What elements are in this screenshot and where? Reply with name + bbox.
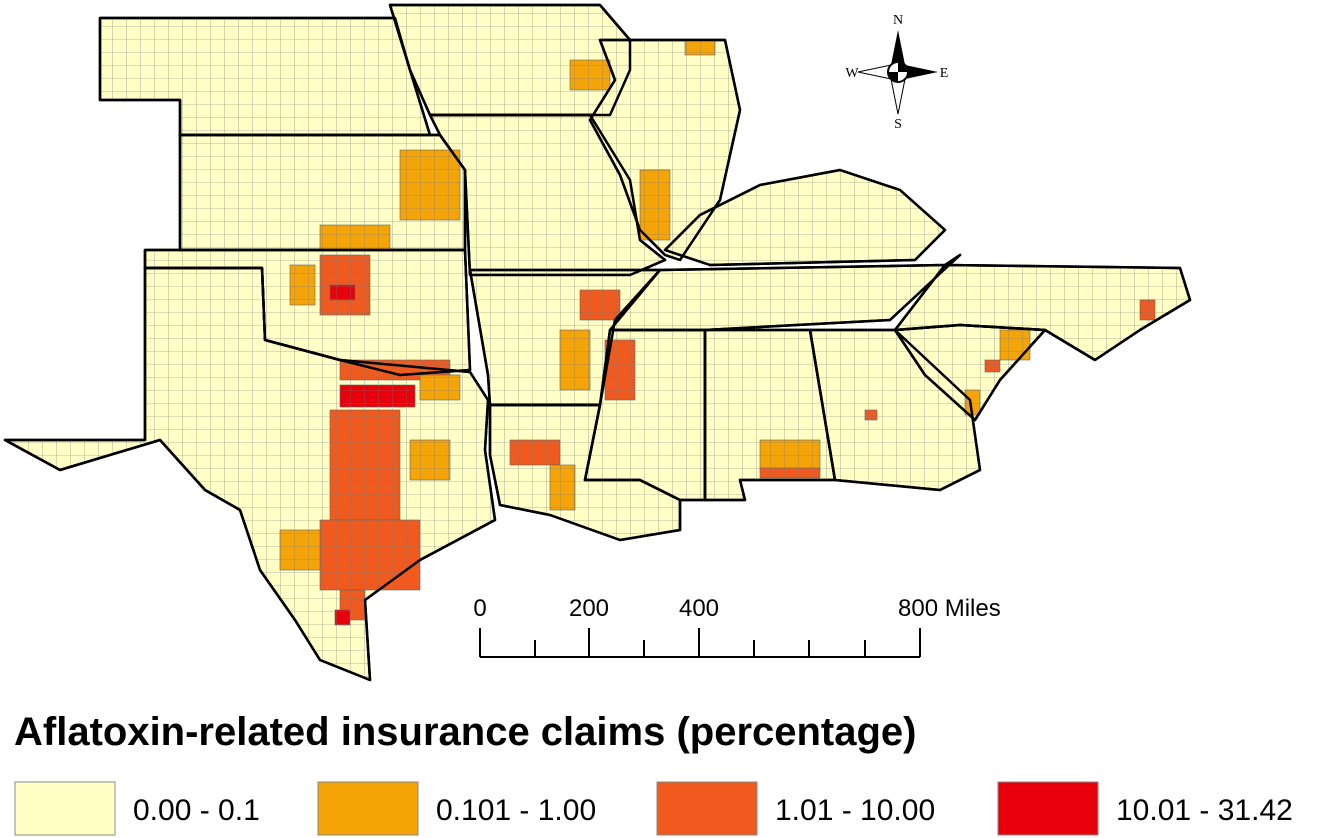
legend-swatch [656,781,758,836]
legend-title: Aflatoxin-related insurance claims (perc… [14,710,917,754]
compass-w: W [845,66,859,81]
compass-n: N [893,13,903,28]
legend-swatch [317,781,419,836]
county-grid [3,3,1192,682]
compass-s: S [894,117,902,132]
legend: 0.00 - 0.1 0.101 - 1.00 1.01 - 10.00 10.01 … [14,781,1293,836]
legend-label: 10.01 - 31.42 [1116,794,1293,827]
scale-label: 200 [569,595,609,622]
scale-label: 400 [679,595,719,622]
scale-label: 800 Miles [898,595,1001,622]
state-border [388,3,632,117]
state-border [588,38,742,262]
legend-label: 0.101 - 1.00 [436,794,596,827]
state-border [893,263,1192,362]
state-border [663,168,947,267]
scale-labels: 0 200 400 800 Miles [473,595,1000,622]
county-lines [5,5,1190,680]
state-border [3,266,497,682]
state-border [178,133,467,252]
legend-label: 0.00 - 0.1 [133,794,260,827]
scale-bar [479,628,921,658]
scale-label: 0 [473,595,486,622]
state-border [428,113,667,277]
legend-label: 1.01 - 10.00 [775,794,935,827]
compass-e: E [940,66,949,81]
compass: N S W E [845,13,948,132]
legend-swatch [997,781,1099,836]
legend-swatch [14,781,116,836]
